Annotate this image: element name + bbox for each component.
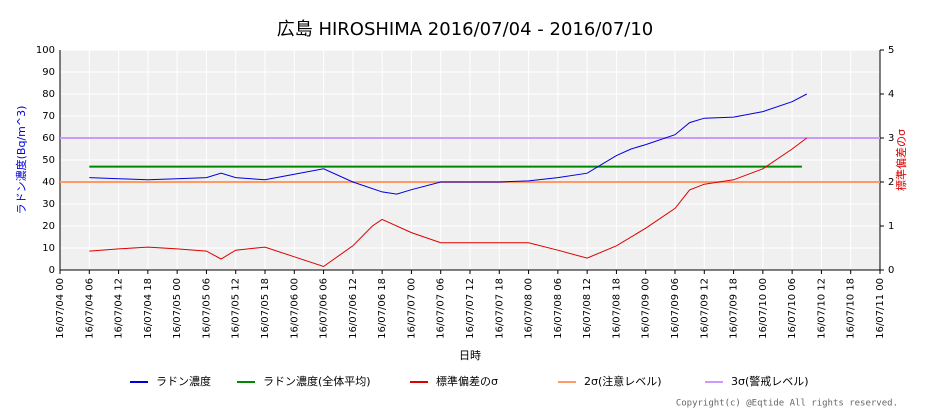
y-tick-label: 70	[42, 111, 55, 122]
legend-label: ラドン濃度(全体平均)	[263, 374, 371, 388]
x-tick-label: 16/07/04 18	[143, 278, 154, 339]
x-tick-label: 16/07/04 06	[84, 278, 95, 339]
x-tick-label: 16/07/08 00	[524, 278, 535, 339]
x-tick-label: 16/07/07 06	[436, 278, 447, 339]
x-tick-label: 16/07/06 00	[289, 278, 300, 339]
y-tick-label: 40	[42, 177, 55, 188]
y-tick-label: 50	[42, 155, 55, 166]
y2-axis-title: 標準偏差のσ	[894, 129, 908, 191]
x-axis-title: 日時	[459, 349, 481, 362]
series-line	[89, 137, 808, 268]
legend-label: 2σ(注意レベル)	[584, 374, 662, 388]
x-tick-label: 16/07/10 18	[846, 278, 857, 339]
x-tick-label: 16/07/08 06	[553, 278, 564, 339]
y2-tick-label: 4	[888, 89, 894, 100]
y-tick-label: 30	[42, 199, 55, 210]
legend-label: ラドン濃度	[156, 374, 211, 388]
legend-label: 標準偏差のσ	[436, 374, 498, 388]
x-tick-label: 16/07/05 06	[201, 278, 212, 339]
x-tick-label: 16/07/09 18	[729, 278, 740, 339]
chart-title: 広島 HIROSHIMA 2016/07/04 - 2016/07/10	[277, 19, 654, 40]
x-tick-label: 16/07/11 00	[875, 278, 886, 339]
y-axis-title: ラドン濃度(Bq/m^3)	[14, 106, 28, 215]
y-tick-label: 60	[42, 133, 55, 144]
x-tick-label: 16/07/04 12	[114, 278, 125, 339]
x-tick-label: 16/07/05 00	[172, 278, 183, 339]
x-tick-label: 16/07/07 12	[465, 278, 476, 339]
y-tick-label: 0	[49, 265, 55, 276]
y-tick-label: 20	[42, 221, 55, 232]
x-tick-label: 16/07/07 00	[406, 278, 417, 339]
x-tick-label: 16/07/05 18	[260, 278, 271, 339]
y-tick-label: 10	[42, 243, 55, 254]
y-tick-label: 80	[42, 89, 55, 100]
x-tick-label: 16/07/08 18	[611, 278, 622, 339]
x-tick-label: 16/07/06 18	[377, 278, 388, 339]
y2-tick-label: 2	[888, 177, 894, 188]
y2-tick-label: 0	[888, 265, 894, 276]
x-tick-label: 16/07/09 06	[670, 278, 681, 339]
x-tick-label: 16/07/10 12	[816, 278, 827, 339]
series-line	[89, 93, 808, 195]
x-tick-label: 16/07/04 00	[55, 278, 66, 339]
y2-tick-label: 3	[888, 133, 894, 144]
x-tick-label: 16/07/08 12	[582, 278, 593, 339]
x-tick-label: 16/07/06 12	[348, 278, 359, 339]
y2-tick-label: 1	[888, 221, 894, 232]
copyright: Copyright(c) @Eqtide All rights reserved…	[676, 399, 898, 409]
x-tick-label: 16/07/07 18	[494, 278, 505, 339]
y-tick-label: 90	[42, 67, 55, 78]
x-tick-label: 16/07/06 06	[319, 278, 330, 339]
y-tick-label: 100	[36, 45, 55, 56]
x-tick-label: 16/07/09 00	[641, 278, 652, 339]
x-tick-label: 16/07/10 06	[787, 278, 798, 339]
x-tick-label: 16/07/10 00	[758, 278, 769, 339]
y2-tick-label: 5	[888, 45, 894, 56]
legend-label: 3σ(警戒レベル)	[731, 374, 809, 388]
x-tick-label: 16/07/09 12	[699, 278, 710, 339]
x-tick-label: 16/07/05 12	[231, 278, 242, 339]
